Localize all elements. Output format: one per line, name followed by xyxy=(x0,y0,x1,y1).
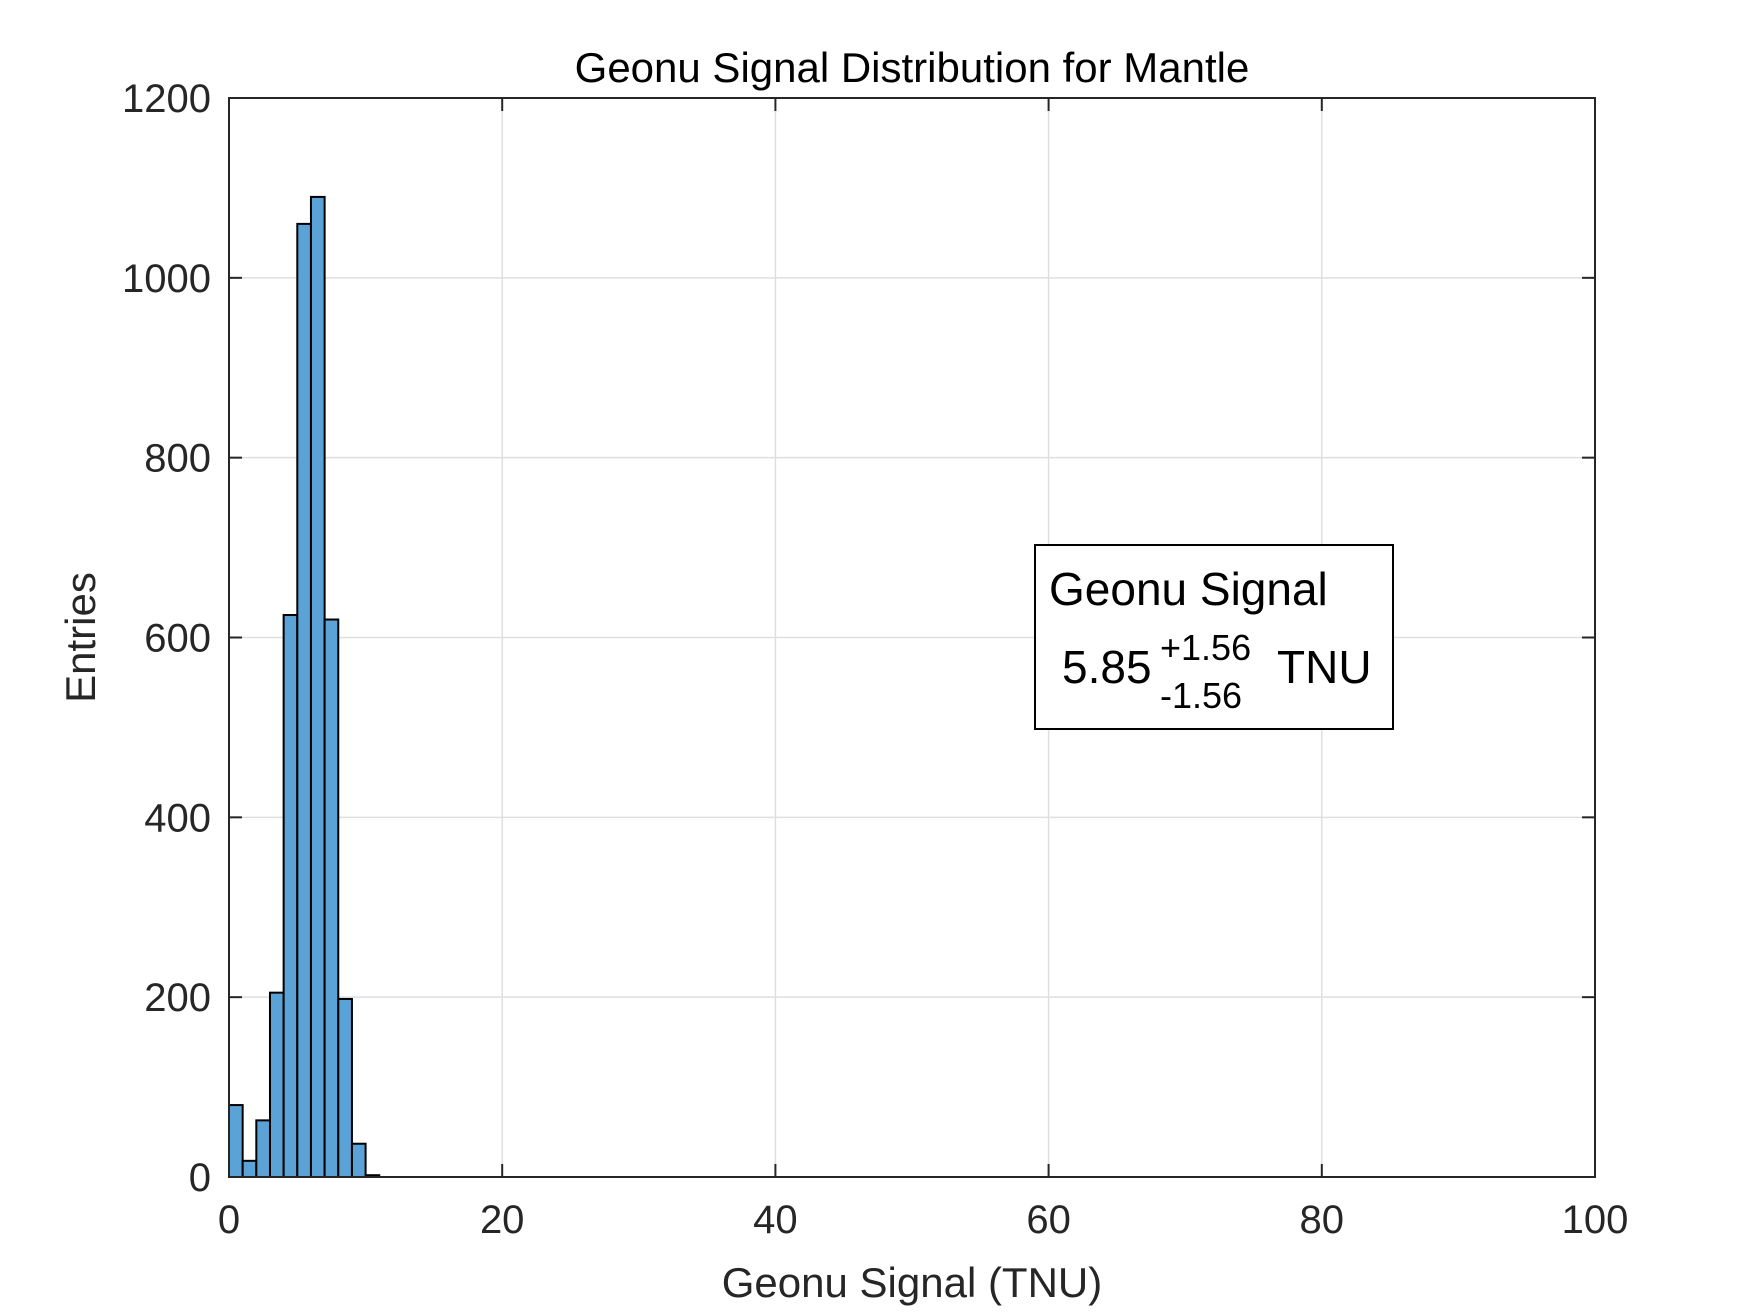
y-tick-label: 0 xyxy=(189,1156,211,1200)
histogram-bar xyxy=(228,1104,244,1178)
histogram-bar xyxy=(323,618,340,1178)
annotation-value: 5.85 xyxy=(1062,641,1152,693)
histogram-bar xyxy=(296,222,312,1178)
annotation-upper-error: +1.56 xyxy=(1160,627,1251,668)
histogram-bar xyxy=(309,195,326,1179)
histogram-bar xyxy=(255,1119,271,1179)
histogram-bars xyxy=(228,195,381,1179)
annotation-title: Geonu Signal xyxy=(1049,563,1328,615)
x-tick-label: 60 xyxy=(1026,1198,1071,1242)
annotation-frame xyxy=(1034,544,1394,730)
x-tick-label: 20 xyxy=(480,1198,525,1242)
y-axis-label: Entries xyxy=(57,572,104,703)
x-axis-label: Geonu Signal (TNU) xyxy=(722,1259,1102,1306)
y-tick-label: 400 xyxy=(144,796,211,840)
histogram-bar xyxy=(350,1142,367,1178)
x-tick-label: 100 xyxy=(1562,1198,1629,1242)
grid-lines xyxy=(229,98,1595,1177)
signal-annotation-box: Geonu Signal 5.85 +1.56 -1.56 TNU xyxy=(1034,544,1394,730)
y-tick-label: 1200 xyxy=(122,77,211,121)
y-tick-label: 1000 xyxy=(122,257,211,301)
histogram-bar xyxy=(337,997,353,1179)
y-tick-label: 600 xyxy=(144,617,211,661)
x-tick-label: 0 xyxy=(218,1198,240,1242)
histogram-bar xyxy=(282,614,299,1178)
x-tick-label: 80 xyxy=(1300,1198,1345,1242)
y-tick-label: 200 xyxy=(144,976,211,1020)
chart-title: Geonu Signal Distribution for Mantle xyxy=(575,44,1250,91)
x-tick-label: 40 xyxy=(753,1198,798,1242)
annotation-unit: TNU xyxy=(1277,641,1372,693)
axis-ticks xyxy=(228,97,1596,1178)
histogram-bar xyxy=(268,991,285,1178)
annotation-lower-error: -1.56 xyxy=(1160,675,1242,716)
histogram-bar xyxy=(241,1159,258,1178)
y-tick-label: 800 xyxy=(144,437,211,481)
